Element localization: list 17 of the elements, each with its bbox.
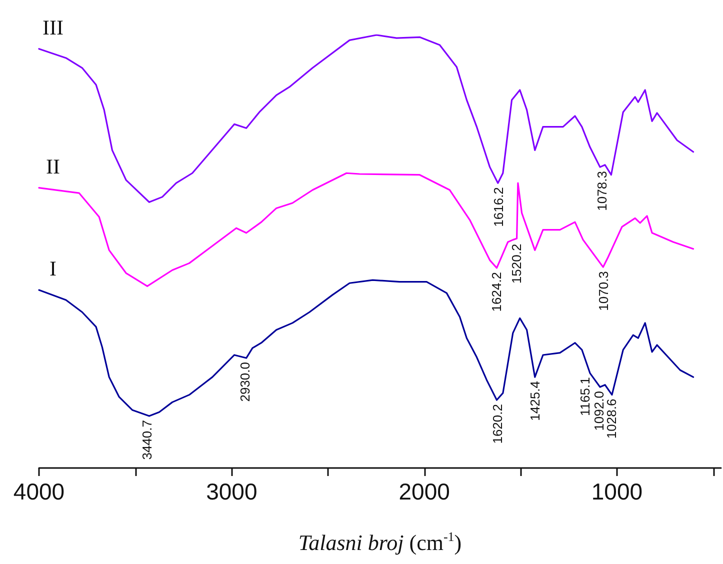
annotation: 1425.4 bbox=[528, 381, 543, 421]
annotation: 1070.3 bbox=[596, 271, 611, 311]
annotation: 1616.2 bbox=[490, 187, 506, 227]
x-tick-label: 3000 bbox=[206, 478, 258, 504]
x-tick-label: 1000 bbox=[591, 478, 643, 504]
annotation: 3440.7 bbox=[139, 420, 154, 460]
x-tick-label: 4000 bbox=[13, 478, 65, 504]
x-tick-label: 2000 bbox=[398, 478, 450, 504]
series-label: II bbox=[46, 154, 60, 178]
annotation: 1078.3 bbox=[594, 171, 610, 211]
annotation: 1165.1 bbox=[578, 377, 593, 416]
annotation: 1520.2 bbox=[509, 244, 524, 284]
series-label: I bbox=[50, 256, 56, 281]
annotation: 1624.2 bbox=[489, 272, 504, 312]
annotation: 1620.2 bbox=[490, 404, 505, 444]
series-label: III bbox=[42, 15, 64, 40]
annotation: 2930.0 bbox=[238, 362, 253, 402]
